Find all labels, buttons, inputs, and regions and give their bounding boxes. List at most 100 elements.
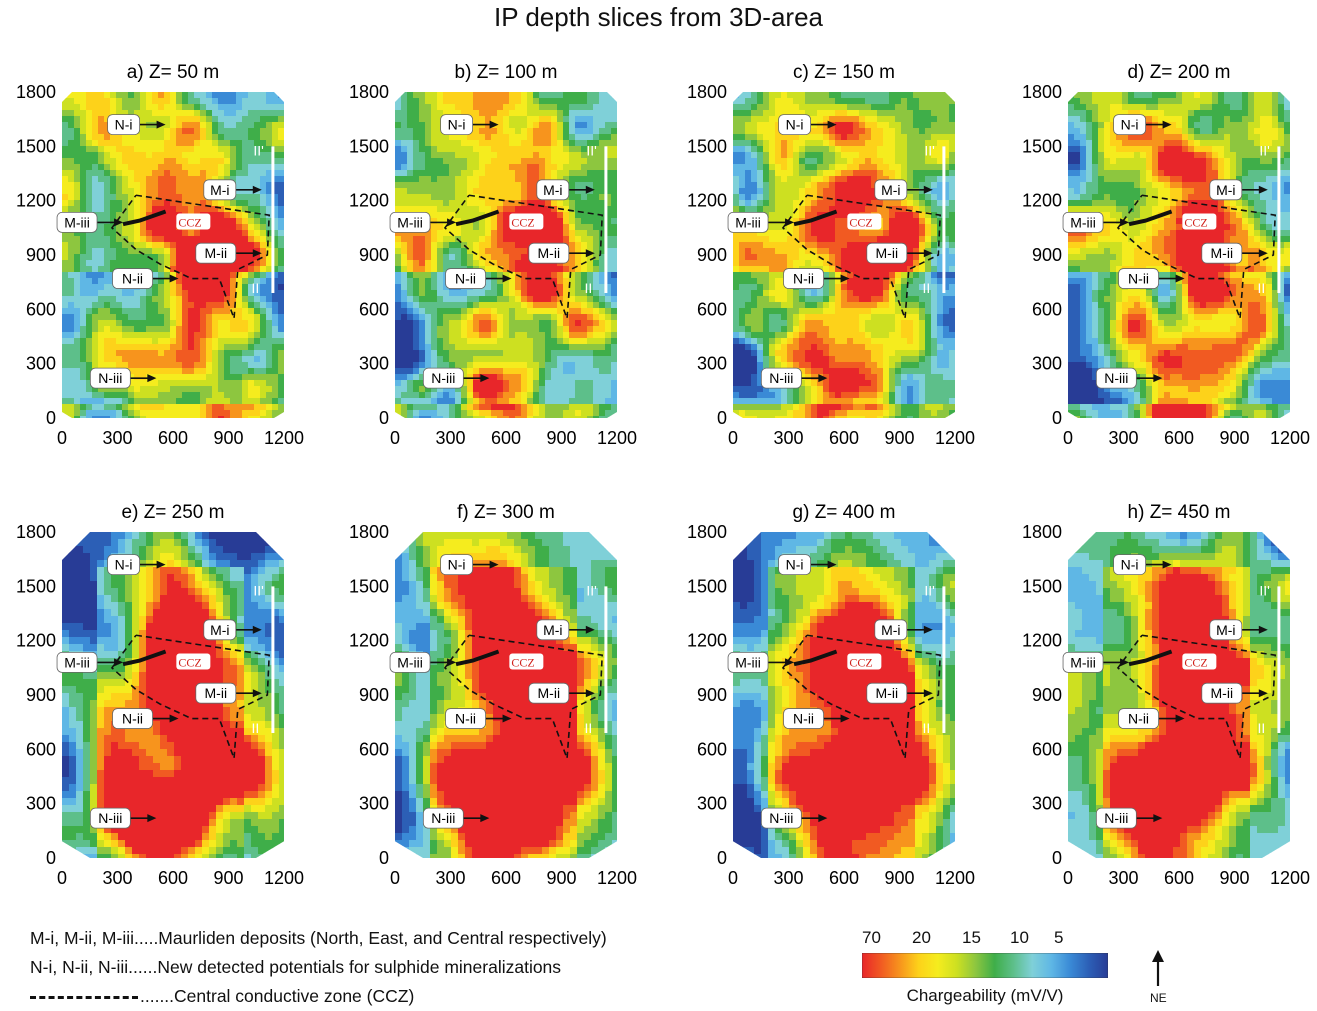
heatmap-cell xyxy=(182,332,189,339)
heatmap-cell xyxy=(407,272,414,279)
heatmap-cell xyxy=(128,236,135,243)
heatmap-cell xyxy=(599,356,606,363)
heatmap-cell xyxy=(62,374,69,381)
heatmap-cell xyxy=(122,92,129,99)
heatmap-cell xyxy=(455,242,462,249)
heatmap-cell xyxy=(919,182,926,189)
heatmap-cell xyxy=(407,302,414,309)
heatmap-cell xyxy=(563,326,570,333)
heatmap-cell xyxy=(194,350,201,357)
heatmap-cell xyxy=(769,152,776,159)
heatmap-cell xyxy=(575,146,582,153)
heatmap-cell xyxy=(467,356,474,363)
heatmap-cell xyxy=(68,344,75,351)
heatmap-cell xyxy=(539,110,546,117)
heatmap-cell xyxy=(212,404,219,411)
heatmap-cell xyxy=(278,284,284,291)
heatmap-cell xyxy=(236,230,243,237)
heatmap-cell xyxy=(599,338,606,345)
heatmap-cell xyxy=(913,164,920,171)
heatmap-cell xyxy=(254,212,261,219)
heatmap-cell xyxy=(931,104,938,111)
heatmap-cell xyxy=(569,128,576,135)
heatmap-cell xyxy=(248,230,255,237)
heatmap-cell xyxy=(407,176,414,183)
heatmap-cell xyxy=(485,404,492,411)
heatmap-cell xyxy=(146,356,153,363)
heatmap-cell xyxy=(575,188,582,195)
heatmap-cell xyxy=(593,242,600,249)
heatmap-cell xyxy=(134,164,141,171)
heatmap-cell xyxy=(278,362,284,369)
heatmap-cell xyxy=(569,332,576,339)
heatmap-cell xyxy=(86,110,93,117)
heatmap-cell xyxy=(437,194,444,201)
heatmap-cell xyxy=(455,110,462,117)
heatmap-cell xyxy=(188,188,195,195)
heatmap-cell xyxy=(395,164,402,171)
heatmap-cell xyxy=(278,350,284,357)
heatmap-cell xyxy=(248,194,255,201)
heatmap-cell xyxy=(611,398,617,405)
heatmap-cell xyxy=(182,308,189,315)
heatmap-cell xyxy=(92,296,99,303)
heatmap-cell xyxy=(521,272,528,279)
heatmap-cell xyxy=(146,248,153,255)
heatmap-cell xyxy=(419,314,426,321)
heatmap-cell xyxy=(80,140,87,147)
heatmap-cell xyxy=(158,152,165,159)
heatmap-cell xyxy=(443,308,450,315)
heatmap-cell xyxy=(545,206,552,213)
heatmap-cell xyxy=(425,176,432,183)
heatmap-cell xyxy=(745,194,752,201)
heatmap-cell xyxy=(461,338,468,345)
heatmap-cell xyxy=(413,368,420,375)
heatmap-cell xyxy=(775,206,782,213)
heatmap-cell xyxy=(527,146,534,153)
heatmap-cell xyxy=(152,374,159,381)
heatmap-cell xyxy=(605,230,612,237)
heatmap-cell xyxy=(781,188,788,195)
heatmap-cell xyxy=(128,344,135,351)
heatmap-cell xyxy=(889,110,896,117)
heatmap-cell xyxy=(248,182,255,189)
heatmap-cell xyxy=(128,338,135,345)
heatmap-cell xyxy=(455,194,462,201)
heatmap-cell xyxy=(503,344,510,351)
heatmap-cell xyxy=(847,182,854,189)
heatmap-cell xyxy=(569,386,576,393)
heatmap-cell xyxy=(581,158,588,165)
heatmap-cell xyxy=(266,122,273,129)
heatmap-cell xyxy=(865,200,872,207)
heatmap-cell xyxy=(152,248,159,255)
heatmap-cell xyxy=(122,386,129,393)
heatmap-cell xyxy=(473,242,480,249)
heatmap-cell xyxy=(110,182,117,189)
heatmap-cell xyxy=(437,176,444,183)
heatmap-cell xyxy=(599,374,606,381)
heatmap-cell xyxy=(128,260,135,267)
heatmap-cell xyxy=(176,302,183,309)
heatmap-cell xyxy=(98,332,105,339)
heatmap-cell xyxy=(98,356,105,363)
heatmap-cell xyxy=(443,242,450,249)
heatmap-cell xyxy=(248,416,255,418)
heatmap-cell xyxy=(200,326,207,333)
heatmap-cell xyxy=(539,164,546,171)
heatmap-cell xyxy=(188,206,195,213)
heatmap-cell xyxy=(254,302,261,309)
heatmap-cell xyxy=(278,326,284,333)
heatmap-cell xyxy=(419,194,426,201)
heatmap-cell xyxy=(278,290,284,297)
heatmap-cell xyxy=(883,200,890,207)
heatmap-cell xyxy=(467,188,474,195)
heatmap-cell xyxy=(116,98,123,105)
heatmap-cell xyxy=(218,218,225,225)
heatmap-cell xyxy=(104,320,111,327)
heatmap-cell xyxy=(479,248,486,255)
heatmap-cell xyxy=(74,272,81,279)
heatmap-cell xyxy=(236,332,243,339)
heatmap-cell xyxy=(236,302,243,309)
heatmap-cell xyxy=(68,296,75,303)
heatmap-cell xyxy=(266,176,273,183)
